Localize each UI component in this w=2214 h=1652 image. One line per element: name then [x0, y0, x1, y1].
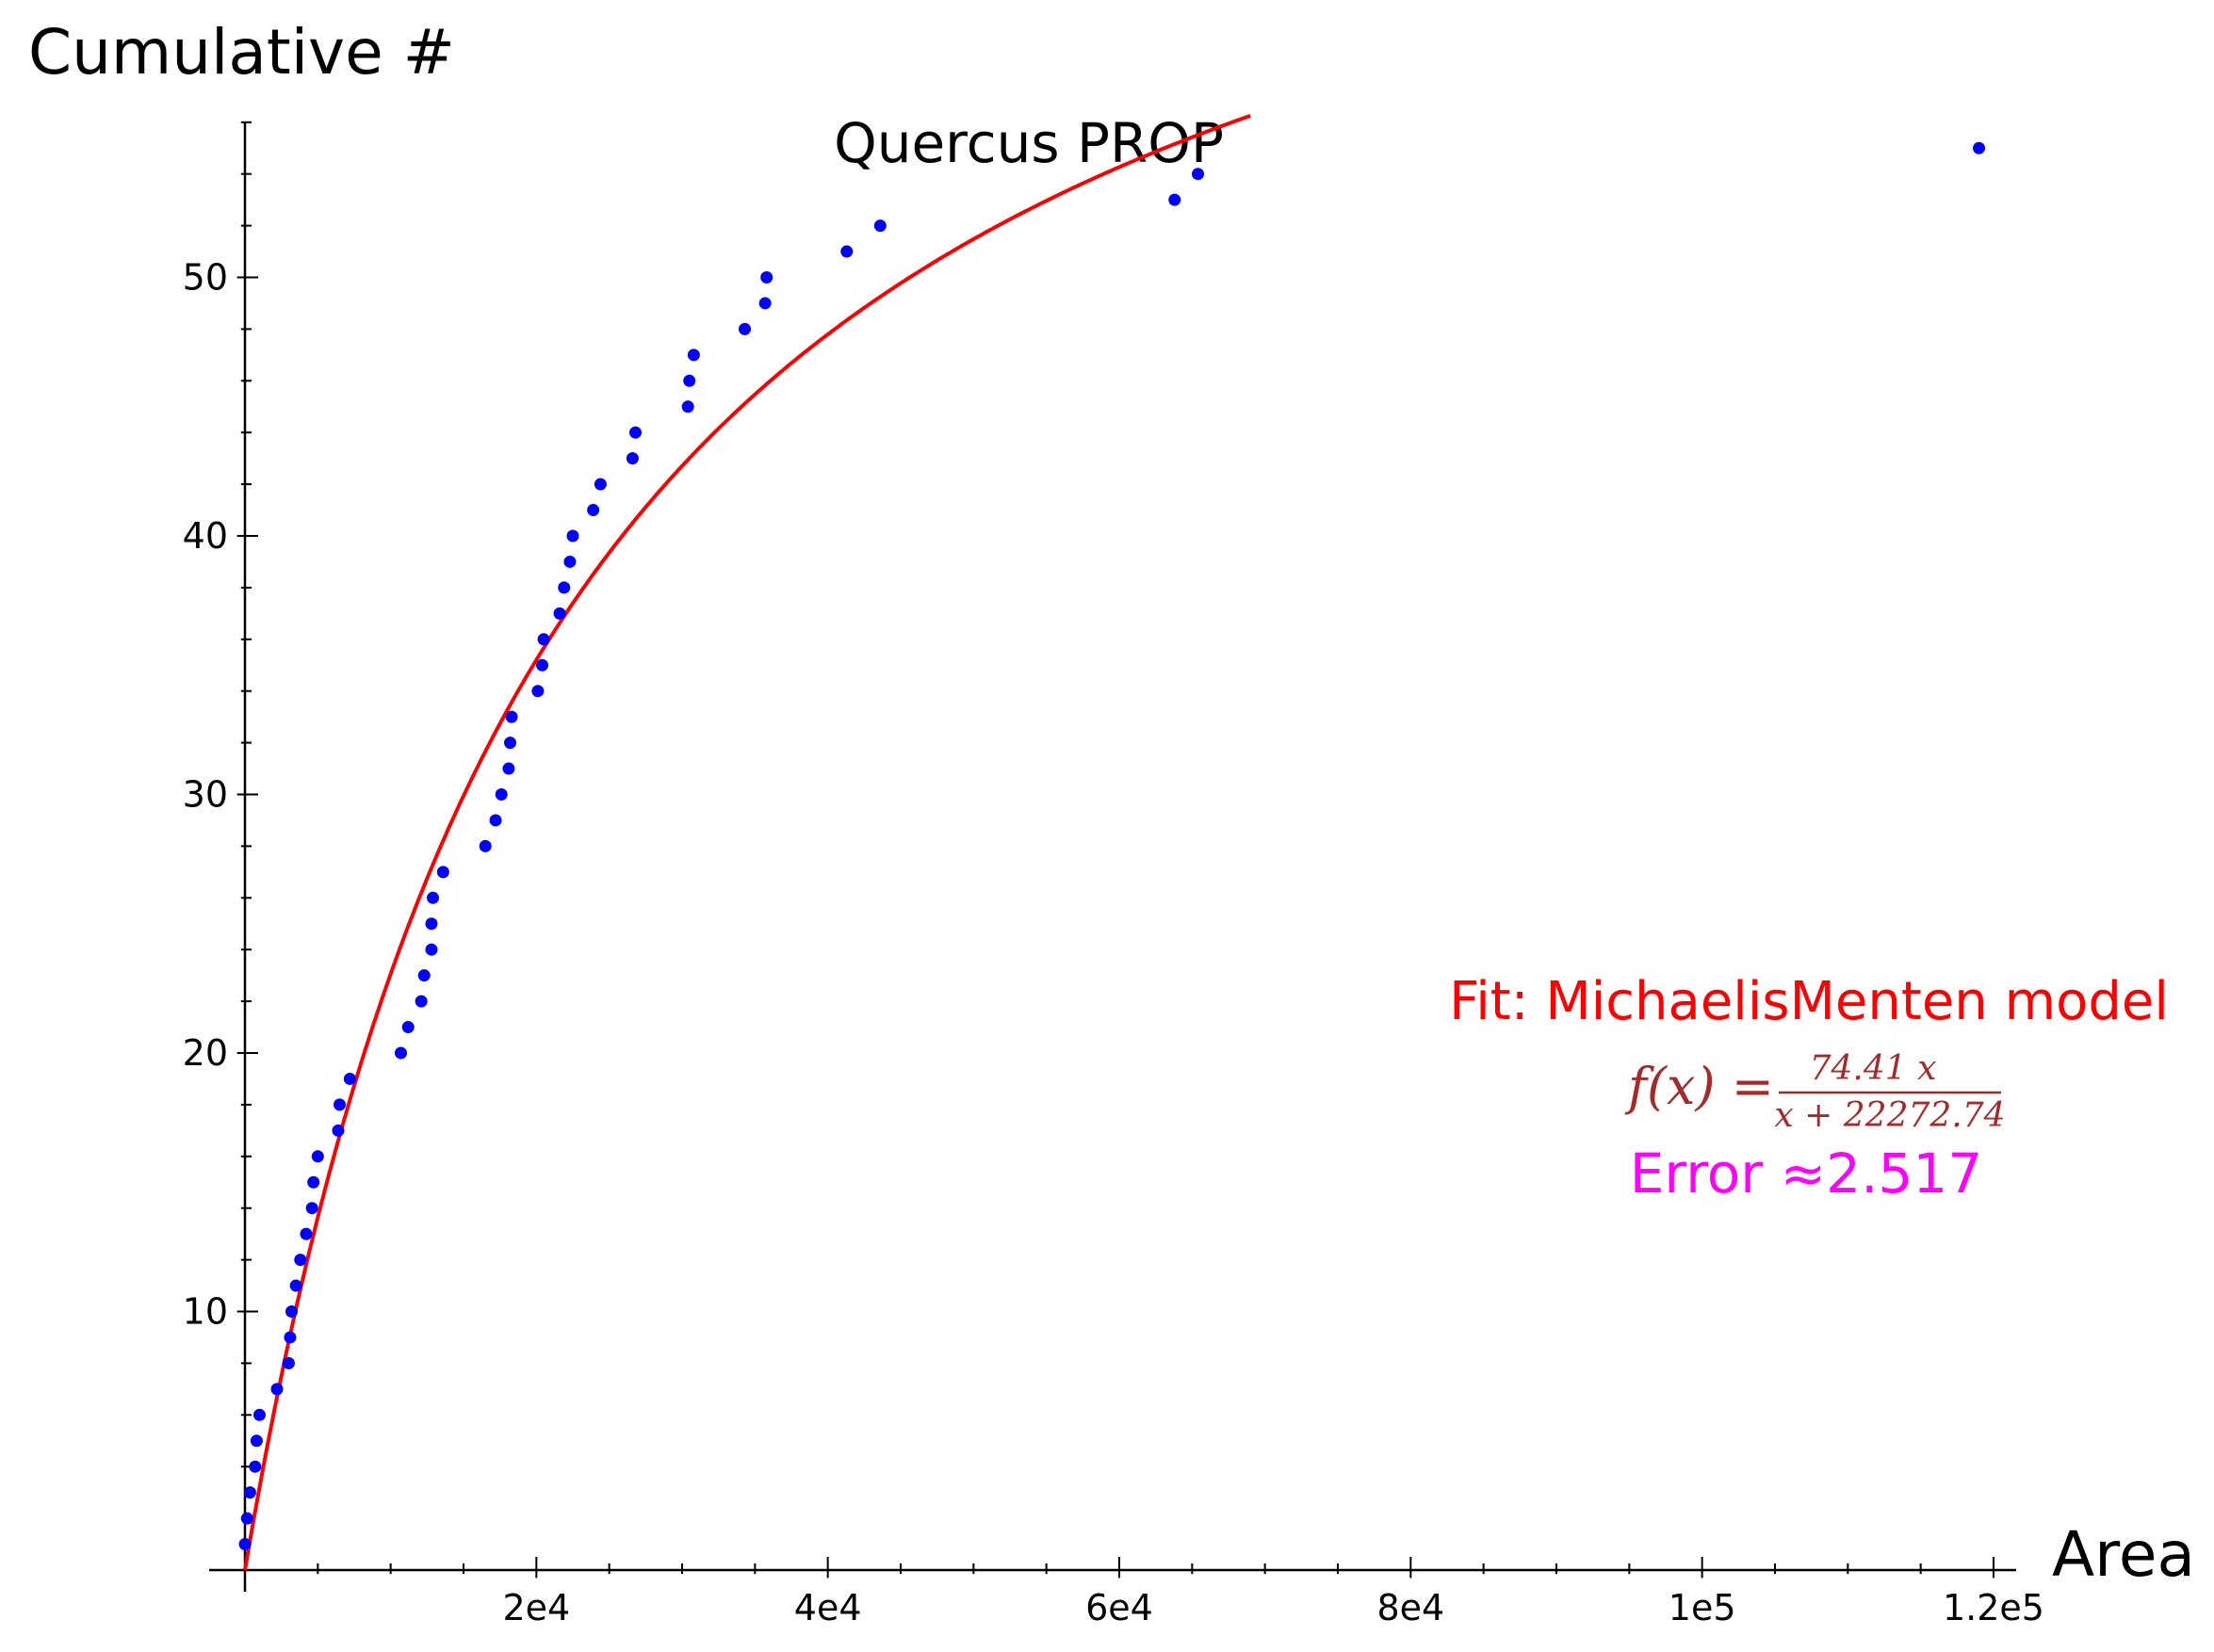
- data-point: [683, 374, 696, 387]
- y-tick-label: 30: [183, 774, 228, 816]
- fit-model-label: Fit: MichaelisMenten model: [1449, 971, 2169, 1032]
- data-point: [427, 891, 440, 904]
- formula-lhs: f(x) =: [1624, 1057, 1774, 1116]
- y-tick-label: 10: [183, 1291, 228, 1333]
- data-point: [537, 633, 550, 646]
- data-point: [401, 1021, 415, 1034]
- formula-denominator: x + 22272.74: [1774, 1096, 2005, 1135]
- x-axis-label: Area: [2052, 1518, 2195, 1591]
- data-point: [238, 1538, 252, 1551]
- data-points: [238, 141, 1986, 1551]
- data-point: [587, 504, 600, 517]
- axes: [209, 122, 2016, 1592]
- data-point: [626, 452, 639, 465]
- data-point: [343, 1072, 356, 1085]
- data-point: [252, 1408, 266, 1421]
- x-tick-label: 1e5: [1669, 1587, 1736, 1628]
- data-point: [250, 1434, 263, 1448]
- data-point: [243, 1486, 256, 1499]
- data-point: [758, 297, 772, 310]
- data-point: [479, 839, 492, 852]
- data-point: [1192, 168, 1205, 181]
- data-point: [249, 1460, 262, 1473]
- y-tick-label: 40: [183, 515, 228, 557]
- data-point: [760, 271, 773, 283]
- data-point: [531, 685, 545, 698]
- data-point: [425, 943, 438, 956]
- data-point: [566, 529, 579, 543]
- data-point: [553, 607, 566, 620]
- x-axis-ticks: 2e4 4e4 6e4 8e4 1e5 1.2e5: [244, 1557, 2044, 1628]
- data-point: [1973, 141, 1986, 154]
- data-point: [307, 1175, 320, 1189]
- data-point: [284, 1331, 297, 1344]
- fit-formula: f(x) = 74.41 x x + 22272.74: [1624, 1049, 2006, 1135]
- y-axis-label: Cumulative #: [28, 16, 455, 89]
- data-point: [502, 762, 515, 775]
- data-point: [436, 866, 449, 879]
- x-tick-label: 2e4: [502, 1587, 570, 1628]
- fit-curve-line: [243, 114, 1251, 1571]
- y-tick-label: 50: [183, 257, 228, 299]
- data-point: [311, 1150, 324, 1163]
- x-tick-label: 8e4: [1376, 1587, 1444, 1628]
- data-point: [505, 710, 518, 723]
- data-point: [300, 1227, 313, 1240]
- chart-title: Quercus PROP: [834, 111, 1224, 175]
- data-point: [332, 1124, 345, 1137]
- data-point: [495, 788, 508, 801]
- formula-numerator: 74.41 x: [1810, 1049, 1937, 1088]
- data-point: [289, 1279, 302, 1292]
- y-axis-ticks: 10 20 30 40 50: [183, 121, 258, 1571]
- x-tick-label: 6e4: [1085, 1587, 1153, 1628]
- data-point: [489, 814, 502, 827]
- y-tick-label: 20: [183, 1032, 228, 1074]
- data-point: [503, 737, 516, 750]
- data-point: [305, 1202, 318, 1215]
- data-point: [1168, 193, 1181, 206]
- data-point: [681, 400, 694, 413]
- data-point: [629, 426, 643, 439]
- x-tick-label: 1.2e5: [1943, 1587, 2044, 1628]
- data-point: [394, 1046, 407, 1060]
- error-label: Error ≈2.517: [1630, 1142, 1982, 1206]
- data-point: [536, 658, 549, 672]
- data-point: [417, 969, 431, 982]
- data-point: [873, 219, 887, 233]
- data-point: [739, 322, 752, 335]
- data-point: [415, 995, 428, 1008]
- data-point: [270, 1383, 284, 1396]
- data-point: [282, 1356, 295, 1369]
- data-point: [563, 555, 577, 568]
- data-point: [594, 478, 607, 491]
- data-point: [334, 1098, 347, 1111]
- data-point: [558, 581, 571, 594]
- data-point: [285, 1305, 298, 1318]
- x-tick-label: 4e4: [794, 1587, 862, 1628]
- data-point: [240, 1512, 253, 1525]
- data-point: [425, 917, 438, 931]
- data-point: [294, 1254, 307, 1267]
- data-point: [687, 348, 700, 362]
- data-point: [840, 245, 854, 258]
